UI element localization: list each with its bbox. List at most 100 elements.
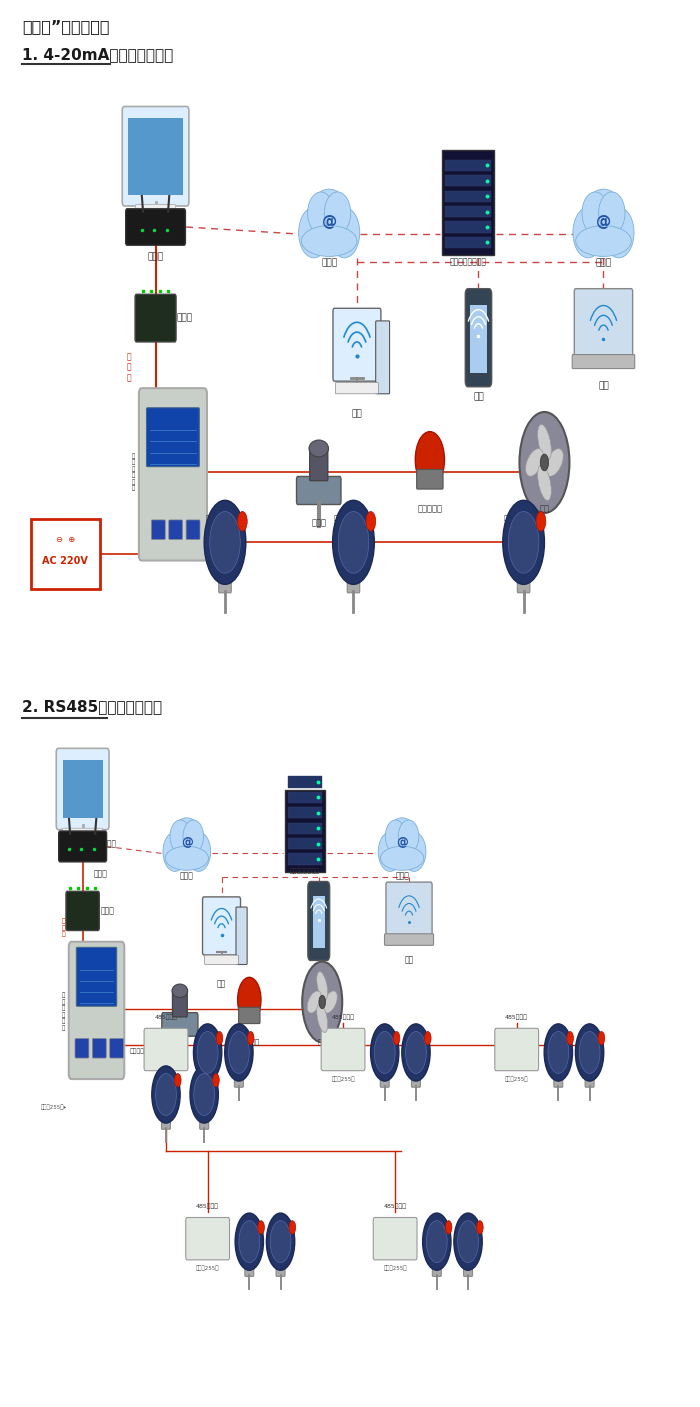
Text: 风机: 风机 <box>318 1038 326 1045</box>
FancyBboxPatch shape <box>463 1245 473 1276</box>
Text: 电脑: 电脑 <box>217 979 226 989</box>
Ellipse shape <box>582 191 608 234</box>
FancyBboxPatch shape <box>309 447 328 481</box>
Ellipse shape <box>317 1003 328 1033</box>
Ellipse shape <box>165 846 209 871</box>
Text: 机气猫”系列报警器: 机气猫”系列报警器 <box>22 20 110 35</box>
Ellipse shape <box>324 191 351 234</box>
Text: 电磁阀: 电磁阀 <box>174 1048 186 1055</box>
Circle shape <box>152 1067 180 1123</box>
Text: 信号输出: 信号输出 <box>109 1044 125 1050</box>
FancyBboxPatch shape <box>444 174 491 186</box>
Text: 通
讯
线: 通 讯 线 <box>62 919 65 937</box>
FancyBboxPatch shape <box>186 521 200 539</box>
Circle shape <box>258 1221 265 1234</box>
Circle shape <box>197 1031 218 1074</box>
FancyBboxPatch shape <box>444 160 491 172</box>
Circle shape <box>402 1024 430 1081</box>
Text: 路由器: 路由器 <box>94 870 108 878</box>
FancyBboxPatch shape <box>234 1055 244 1088</box>
FancyBboxPatch shape <box>554 1055 563 1088</box>
Text: 可连接255台▸: 可连接255台▸ <box>41 1104 67 1110</box>
Text: 终端: 终端 <box>598 381 609 390</box>
FancyBboxPatch shape <box>129 118 183 194</box>
Ellipse shape <box>545 449 564 476</box>
Ellipse shape <box>302 225 357 256</box>
Ellipse shape <box>598 191 625 234</box>
FancyBboxPatch shape <box>470 305 486 373</box>
Text: AC 220V: AC 220V <box>42 556 88 566</box>
FancyBboxPatch shape <box>239 1007 260 1023</box>
Text: 安帕尔网络服务器: 安帕尔网络服务器 <box>290 870 320 875</box>
Ellipse shape <box>317 972 328 1000</box>
Text: 互联网: 互联网 <box>321 257 337 267</box>
Text: 可连接16个: 可连接16个 <box>504 516 527 522</box>
Text: 485中继器: 485中继器 <box>384 1204 407 1210</box>
FancyBboxPatch shape <box>380 1055 389 1088</box>
FancyBboxPatch shape <box>218 547 231 592</box>
Ellipse shape <box>385 817 419 864</box>
Ellipse shape <box>603 207 634 257</box>
Text: 1. 4-20mA信号连接系统图: 1. 4-20mA信号连接系统图 <box>22 48 174 63</box>
FancyBboxPatch shape <box>347 547 360 592</box>
Circle shape <box>190 1067 218 1123</box>
FancyBboxPatch shape <box>76 947 117 1006</box>
FancyBboxPatch shape <box>151 521 165 539</box>
FancyBboxPatch shape <box>373 1217 417 1259</box>
Ellipse shape <box>163 832 187 871</box>
FancyBboxPatch shape <box>135 294 176 342</box>
Text: @: @ <box>181 837 192 850</box>
FancyBboxPatch shape <box>144 1029 188 1071</box>
FancyBboxPatch shape <box>376 321 390 394</box>
Circle shape <box>423 1213 451 1271</box>
Circle shape <box>174 1074 181 1086</box>
FancyBboxPatch shape <box>62 829 103 839</box>
Circle shape <box>237 512 247 530</box>
Circle shape <box>204 501 246 584</box>
Circle shape <box>210 512 240 573</box>
Text: 可连接255台: 可连接255台 <box>384 1265 407 1271</box>
FancyBboxPatch shape <box>59 832 106 862</box>
FancyBboxPatch shape <box>69 941 125 1079</box>
FancyBboxPatch shape <box>308 881 330 961</box>
FancyBboxPatch shape <box>92 1038 106 1058</box>
Text: 485中继器: 485中继器 <box>505 1014 528 1020</box>
Circle shape <box>426 1221 447 1262</box>
FancyBboxPatch shape <box>288 777 322 788</box>
FancyBboxPatch shape <box>122 107 189 205</box>
Text: 转换器: 转换器 <box>176 314 193 322</box>
Text: 单机版电脑: 单机版电脑 <box>94 840 117 848</box>
FancyBboxPatch shape <box>126 208 186 245</box>
Circle shape <box>445 1221 452 1234</box>
FancyBboxPatch shape <box>75 1038 89 1058</box>
FancyBboxPatch shape <box>146 408 199 467</box>
Text: 485中继器: 485中继器 <box>332 1014 355 1020</box>
Text: 终端: 终端 <box>405 955 414 965</box>
FancyBboxPatch shape <box>517 547 530 592</box>
FancyBboxPatch shape <box>442 151 494 255</box>
Text: 互联网: 互联网 <box>395 872 409 881</box>
Text: ⊖  ⊕: ⊖ ⊕ <box>56 535 75 545</box>
Ellipse shape <box>307 189 351 248</box>
FancyBboxPatch shape <box>169 521 183 539</box>
FancyBboxPatch shape <box>321 1029 365 1071</box>
Text: 信号输出: 信号输出 <box>160 1076 172 1082</box>
Text: 485中继器: 485中继器 <box>155 1014 178 1020</box>
FancyBboxPatch shape <box>572 355 635 369</box>
Text: 可连接255台: 可连接255台 <box>196 1265 219 1271</box>
Ellipse shape <box>385 820 406 853</box>
Circle shape <box>536 512 546 530</box>
Ellipse shape <box>378 832 402 871</box>
FancyBboxPatch shape <box>444 236 491 248</box>
Circle shape <box>579 1031 600 1074</box>
FancyBboxPatch shape <box>162 1097 170 1130</box>
Circle shape <box>519 412 569 514</box>
FancyBboxPatch shape <box>444 205 491 217</box>
Ellipse shape <box>526 449 543 476</box>
FancyBboxPatch shape <box>135 204 176 214</box>
Ellipse shape <box>183 820 204 853</box>
Ellipse shape <box>380 846 424 871</box>
FancyBboxPatch shape <box>574 288 633 362</box>
Circle shape <box>270 1221 291 1262</box>
Circle shape <box>338 512 369 573</box>
